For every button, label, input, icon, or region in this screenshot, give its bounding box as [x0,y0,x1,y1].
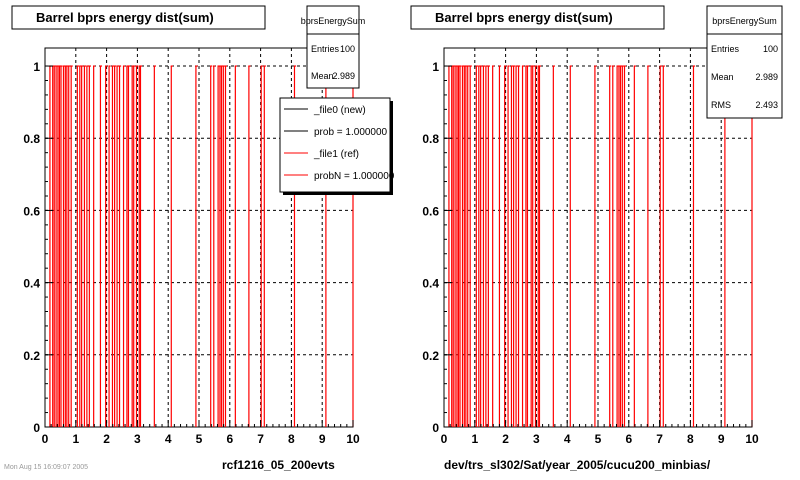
x-tick-label: 0 [42,432,49,446]
chart-title: Barrel bprs energy dist(sum) [435,10,613,25]
chart-title-box [410,5,665,30]
x-tick-label: 3 [134,432,141,446]
y-tick-label: 1 [33,60,40,74]
x-tick-label: 10 [745,432,759,446]
x-tick-label: 4 [564,432,571,446]
plot-frame [443,47,753,428]
stats-value: 2.493 [755,100,778,110]
legend-box [279,97,391,193]
x-tick-label: 7 [257,432,264,446]
x-tick-label: 1 [471,432,478,446]
legend-label: _file1 (ref) [313,149,359,160]
stats-value: 100 [763,44,778,54]
y-tick-label: 0 [432,421,439,435]
x-tick-label: 5 [196,432,203,446]
stats-value: 2.989 [332,71,355,81]
x-tick-label: 8 [288,432,295,446]
legend-label: probN = 1.000000 [314,171,395,182]
stats-value: 100 [340,44,355,54]
y-tick-label: 0.6 [23,204,40,218]
stats-label: Entries [711,44,740,54]
stats-box [306,5,360,89]
stats-label: Mean [711,72,734,82]
stats-label: RMS [711,100,731,110]
y-tick-label: 0.4 [422,277,439,291]
stats-label: Mean [311,71,334,81]
y-tick-label: 0.4 [23,277,40,291]
x-tick-label: 9 [319,432,326,446]
x-tick-label: 1 [72,432,79,446]
stats-name: bprsEnergySum [301,16,366,26]
stats-value: 2.989 [755,72,778,82]
y-tick-label: 1 [432,60,439,74]
stats-box [706,5,783,119]
legend-label: _file0 (new) [313,105,366,116]
x-tick-label: 6 [226,432,233,446]
x-tick-label: 5 [595,432,602,446]
y-tick-label: 0.8 [23,132,40,146]
x-tick-label: 2 [502,432,509,446]
x-tick-label: 7 [656,432,663,446]
x-tick-label: 3 [533,432,540,446]
stats-name: bprsEnergySum [712,16,777,26]
y-tick-label: 0.6 [422,204,439,218]
footer-timestamp: Mon Aug 15 16:09:07 2005 [4,464,89,471]
x-tick-label: 6 [625,432,632,446]
x-tick-label: 8 [687,432,694,446]
chart-title: Barrel bprs energy dist(sum) [36,10,214,25]
x-axis-label: dev/trs_sl302/Sat/year_2005/cucu200_minb… [444,458,711,472]
x-axis-label: rcf1216_05_200evts [222,458,335,472]
stats-label: Entries [311,44,340,54]
y-tick-label: 0.8 [422,132,439,146]
x-tick-label: 2 [103,432,110,446]
x-tick-label: 10 [346,432,360,446]
legend-label: prob = 1.000000 [314,127,388,138]
x-tick-label: 9 [718,432,725,446]
chart-title-box [11,5,266,30]
x-tick-label: 0 [441,432,448,446]
y-tick-label: 0.2 [23,349,40,363]
y-tick-label: 0 [33,421,40,435]
x-tick-label: 4 [165,432,172,446]
y-tick-label: 0.2 [422,349,439,363]
